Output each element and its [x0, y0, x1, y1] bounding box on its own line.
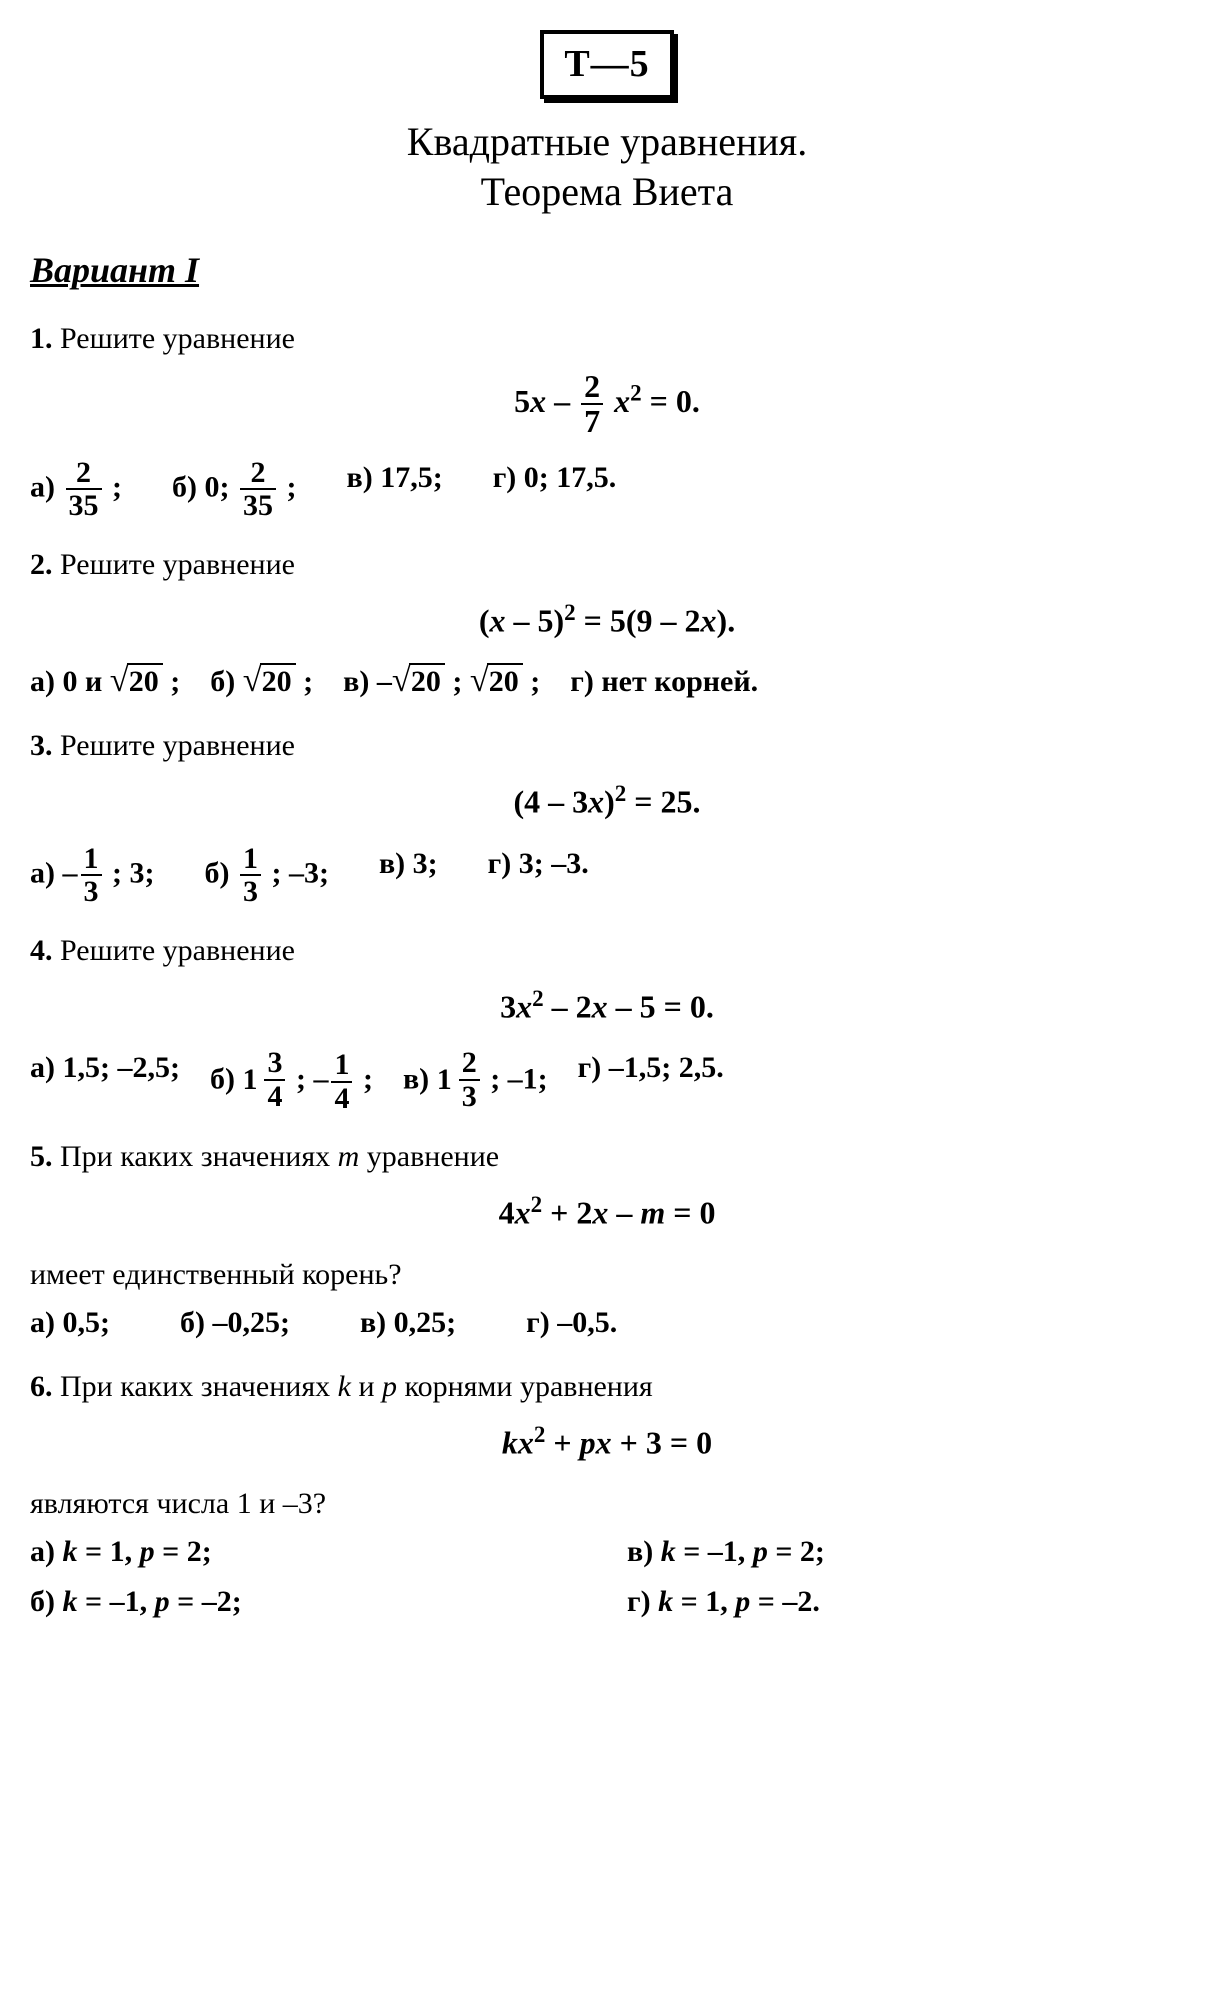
answer-1d: г) 0; 17,5.	[493, 457, 617, 522]
equation-5: 4x2 + 2x – m = 0	[30, 1188, 1184, 1235]
answer-4a: а) 1,5; –2,5;	[30, 1047, 180, 1114]
answer-6b: б) k = –1, p = –2;	[30, 1581, 587, 1623]
problem-number: 5.	[30, 1140, 53, 1173]
answer-6c: в) k = –1, p = 2;	[627, 1531, 1184, 1573]
answer-3d: г) 3; –3.	[488, 843, 589, 908]
answers-6: а) k = 1, p = 2; в) k = –1, p = 2; б) k …	[30, 1531, 1184, 1623]
answer-3a: а) –13 ; 3;	[30, 843, 154, 908]
problem-number: 6.	[30, 1370, 53, 1403]
equation-6: kx2 + px + 3 = 0	[30, 1418, 1184, 1465]
problem-prompt: При каких значениях m уравнение	[60, 1140, 499, 1173]
problem-prompt-2: являются числа 1 и –3?	[30, 1483, 1184, 1525]
problem-prompt: Решите уравнение	[60, 548, 295, 581]
answer-5c: в) 0,25;	[360, 1302, 456, 1344]
equation-3: (4 – 3x)2 = 25.	[30, 777, 1184, 824]
problem-number: 3.	[30, 729, 53, 762]
answer-2c: в) –√20 ; √20 ;	[343, 661, 540, 703]
answers-5: а) 0,5; б) –0,25; в) 0,25; г) –0,5.	[30, 1302, 1184, 1344]
answer-3c: в) 3;	[379, 843, 438, 908]
variant-label: Вариант I	[30, 245, 1184, 295]
problem-number: 1.	[30, 322, 53, 355]
problem-prompt: Решите уравнение	[60, 729, 295, 762]
page-header: Т—5	[30, 30, 1184, 99]
problem-3: 3. Решите уравнение (4 – 3x)2 = 25. а) –…	[30, 725, 1184, 907]
title-line-2: Теорема Виета	[481, 169, 734, 214]
answers-1: а) 235 ; б) 0; 235 ; в) 17,5; г) 0; 17,5…	[30, 457, 1184, 522]
answer-5d: г) –0,5.	[526, 1302, 617, 1344]
problem-number: 2.	[30, 548, 53, 581]
problem-number: 4.	[30, 934, 53, 967]
problem-4: 4. Решите уравнение 3x2 – 2x – 5 = 0. а)…	[30, 930, 1184, 1115]
answer-1a: а) 235 ;	[30, 457, 122, 522]
problem-1: 1. Решите уравнение 5x – 27 x2 = 0. а) 2…	[30, 318, 1184, 522]
answers-2: а) 0 и √20 ; б) √20 ; в) –√20 ; √20 ; г)…	[30, 661, 1184, 703]
test-number-badge: Т—5	[540, 30, 673, 99]
problem-6: 6. При каких значениях k и p корнями ура…	[30, 1366, 1184, 1623]
problem-prompt: Решите уравнение	[60, 322, 295, 355]
answer-4d: г) –1,5; 2,5.	[578, 1047, 724, 1114]
answer-5b: б) –0,25;	[180, 1302, 290, 1344]
answer-2b: б) √20 ;	[210, 661, 313, 703]
answer-2a: а) 0 и √20 ;	[30, 661, 180, 703]
page-title: Квадратные уравнения. Теорема Виета	[30, 117, 1184, 217]
answer-3b: б) 13 ; –3;	[204, 843, 328, 908]
equation-4: 3x2 – 2x – 5 = 0.	[30, 982, 1184, 1029]
problem-prompt-2: имеет единственный корень?	[30, 1254, 1184, 1296]
problem-prompt: При каких значениях k и p корнями уравне…	[60, 1370, 653, 1403]
problem-2: 2. Решите уравнение (x – 5)2 = 5(9 – 2x)…	[30, 544, 1184, 703]
answer-5a: а) 0,5;	[30, 1302, 110, 1344]
answer-1c: в) 17,5;	[347, 457, 443, 522]
answer-4c: в) 1 23 ; –1;	[403, 1047, 548, 1114]
answers-3: а) –13 ; 3; б) 13 ; –3; в) 3; г) 3; –3.	[30, 843, 1184, 908]
answers-4: а) 1,5; –2,5; б) 1 34 ; –14 ; в) 1 23 ; …	[30, 1047, 1184, 1114]
answer-6d: г) k = 1, p = –2.	[627, 1581, 1184, 1623]
problem-5: 5. При каких значениях m уравнение 4x2 +…	[30, 1136, 1184, 1343]
problem-prompt: Решите уравнение	[60, 934, 295, 967]
answer-1b: б) 0; 235 ;	[172, 457, 297, 522]
answer-4b: б) 1 34 ; –14 ;	[210, 1047, 373, 1114]
title-line-1: Квадратные уравнения.	[407, 119, 807, 164]
equation-2: (x – 5)2 = 5(9 – 2x).	[30, 596, 1184, 643]
answer-6a: а) k = 1, p = 2;	[30, 1531, 587, 1573]
answer-2d: г) нет корней.	[570, 661, 758, 703]
equation-1: 5x – 27 x2 = 0.	[30, 370, 1184, 439]
